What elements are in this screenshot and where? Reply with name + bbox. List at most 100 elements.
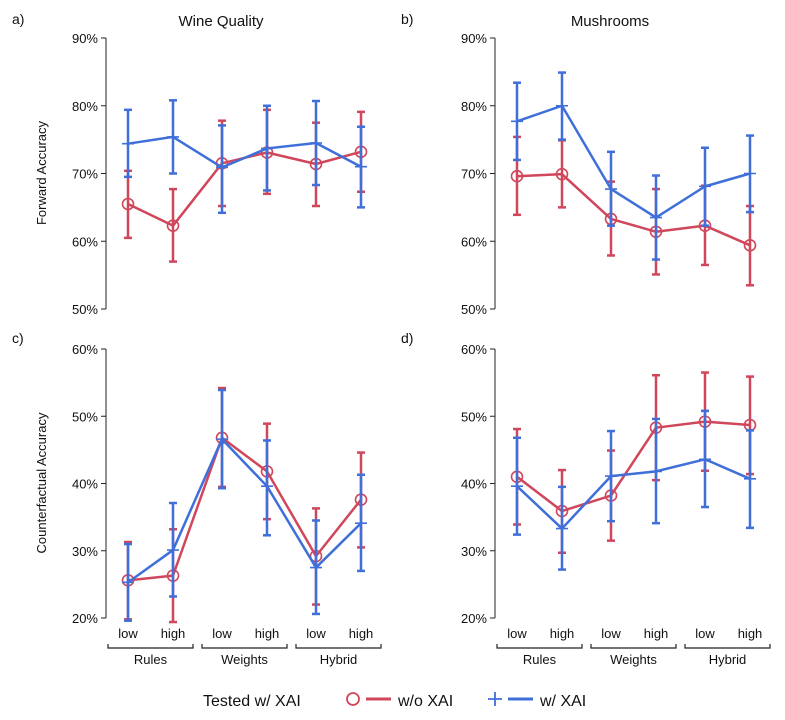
y-tick-label: 50%	[461, 302, 487, 317]
point-w-xai	[511, 480, 523, 493]
point-w-xai	[122, 137, 134, 150]
group-label: Rules	[523, 652, 557, 667]
point-w-xai	[167, 544, 179, 557]
y-tick-label: 60%	[72, 234, 98, 249]
panel-tag: a)	[12, 11, 24, 27]
y-tick-label: 40%	[461, 477, 487, 492]
point-w-xai	[650, 211, 662, 224]
group-bracket	[496, 644, 583, 649]
point-w-xai	[310, 137, 322, 150]
group-bracket	[295, 644, 382, 649]
y-tick-label: 60%	[461, 234, 487, 249]
point-w-xai	[122, 576, 134, 589]
x-tick-label: high	[349, 626, 374, 641]
x-tick-label: high	[550, 626, 575, 641]
y-tick-label: 30%	[72, 544, 98, 559]
group-bracket	[107, 644, 194, 649]
y-tick-label: 70%	[72, 167, 98, 182]
y-tick-label: 80%	[461, 99, 487, 114]
legend-w-marker	[488, 692, 502, 706]
x-tick-label: high	[644, 626, 669, 641]
x-tick-label: low	[507, 626, 527, 641]
x-tick-label: high	[738, 626, 763, 641]
y-tick-label: 60%	[72, 342, 98, 357]
point-w-xai	[310, 561, 322, 574]
group-label: Hybrid	[320, 652, 358, 667]
point-wo-xai	[510, 169, 524, 183]
panel-tag: d)	[401, 330, 413, 346]
legend-title: Tested w/ XAI	[203, 693, 301, 710]
legend: Tested w/ XAI w/o XAI w/ XAI	[203, 692, 586, 710]
x-tick-label: low	[306, 626, 326, 641]
point-w-xai	[699, 180, 711, 193]
series-line-w-xai	[127, 437, 362, 584]
y-tick-label: 30%	[461, 544, 487, 559]
y-tick-label: 50%	[461, 409, 487, 424]
x-tick-label: high	[161, 626, 186, 641]
panel-d: d) 20% 30% 40% 50% 60%	[401, 330, 757, 626]
x-tick-label: low	[118, 626, 138, 641]
x-tick-label: low	[601, 626, 621, 641]
y-tick-label: 80%	[72, 99, 98, 114]
point-w-xai	[167, 130, 179, 143]
y-tick-label: 60%	[461, 342, 487, 357]
legend-wo-marker	[346, 692, 360, 706]
series-line-wo-xai	[127, 436, 362, 582]
panel-title: Mushrooms	[571, 13, 649, 30]
series-line-w-xai	[127, 135, 362, 169]
x-tick-label: low	[695, 626, 715, 641]
y-tick-label: 90%	[72, 31, 98, 46]
point-w-xai	[216, 433, 228, 446]
point-w-xai	[216, 161, 228, 174]
point-w-xai	[605, 470, 617, 483]
point-w-xai	[556, 99, 568, 112]
panel-a: a) Wine Quality 50% 60% 70% 80% 90%	[12, 11, 368, 317]
panel-c: c) 20% 30% 40% 50% 60%	[12, 330, 368, 626]
x-axis-right: low high Rules low high Weights low high Hybrid	[496, 626, 771, 667]
y-tick-label: 50%	[72, 409, 98, 424]
point-wo-xai	[743, 239, 757, 252]
series-line-wo-xai	[516, 420, 751, 513]
group-label: Weights	[610, 652, 657, 667]
point-w-xai	[355, 517, 367, 530]
point-w-xai	[699, 453, 711, 466]
point-w-xai	[744, 472, 756, 485]
point-w-xai	[355, 160, 367, 173]
y-label-counterfactual: Counterfactual Accuracy	[34, 412, 49, 553]
point-w-xai	[261, 480, 273, 493]
group-bracket	[201, 644, 288, 649]
group-label: Hybrid	[709, 652, 747, 667]
y-tick-label: 20%	[72, 611, 98, 626]
point-w-xai	[744, 167, 756, 180]
point-w-xai	[556, 522, 568, 535]
y-label-forward: Forward Accuracy	[34, 120, 49, 225]
y-tick-label: 90%	[461, 31, 487, 46]
group-label: Weights	[221, 652, 268, 667]
legend-w-label: w/ XAI	[539, 693, 586, 710]
series-line-wo-xai	[127, 150, 362, 227]
y-tick-label: 40%	[72, 477, 98, 492]
group-bracket	[590, 644, 677, 649]
x-axis-left: low high Rules low high Weights low high Hybrid	[107, 626, 382, 667]
y-tick-label: 20%	[461, 611, 487, 626]
point-wo-xai	[555, 167, 569, 181]
series-line-w-xai	[516, 458, 751, 530]
point-wo-xai	[121, 197, 135, 211]
panel-title: Wine Quality	[178, 13, 264, 30]
legend-wo-label: w/o XAI	[397, 693, 453, 710]
point-w-xai	[605, 183, 617, 196]
y-tick-label: 50%	[72, 302, 98, 317]
panel-b: b) Mushrooms 50% 60% 70% 80% 90%	[401, 11, 757, 317]
panel-tag: c)	[12, 330, 24, 346]
point-wo-xai	[166, 219, 180, 232]
point-w-xai	[511, 115, 523, 128]
panel-tag: b)	[401, 11, 413, 27]
y-tick-label: 70%	[461, 167, 487, 182]
x-tick-label: low	[212, 626, 232, 641]
x-tick-label: high	[255, 626, 280, 641]
group-label: Rules	[134, 652, 168, 667]
series-line-w-xai	[516, 104, 751, 219]
point-w-xai	[261, 142, 273, 155]
series-line-wo-xai	[516, 172, 751, 247]
